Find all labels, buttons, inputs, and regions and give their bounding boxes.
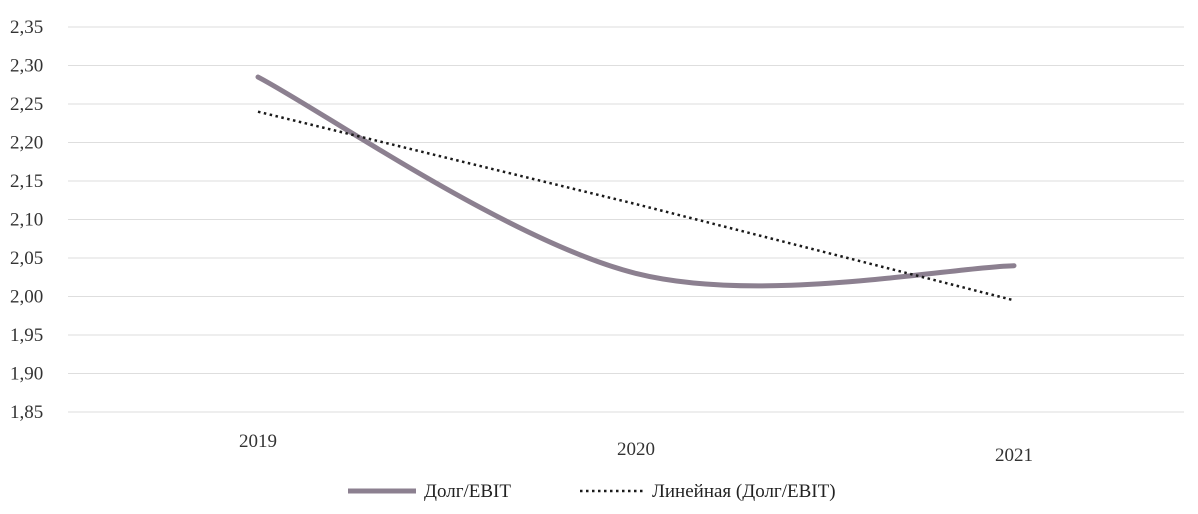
y-tick-label: 1,85 bbox=[10, 402, 43, 423]
x-tick-label: 2019 bbox=[239, 431, 277, 452]
y-tick-label: 2,20 bbox=[10, 133, 43, 154]
y-tick-label: 1,95 bbox=[10, 325, 43, 346]
x-tick-label: 2020 bbox=[617, 439, 655, 460]
y-tick-label: 2,10 bbox=[10, 210, 43, 231]
series-line-linear-trend bbox=[257, 110, 1015, 302]
x-tick-label: 2021 bbox=[995, 445, 1033, 466]
legend: Долг/EBIT Линейная (Долг/EBIT) bbox=[348, 481, 836, 502]
legend-label: Долг/EBIT bbox=[424, 481, 511, 502]
y-tick-label: 2,05 bbox=[10, 248, 43, 269]
series-line-debt-ebit bbox=[255, 74, 1017, 289]
y-tick-label: 2,15 bbox=[10, 171, 43, 192]
y-tick-label: 2,25 bbox=[10, 94, 43, 115]
legend-label: Линейная (Долг/EBIT) bbox=[652, 481, 836, 502]
y-tick-label: 2,35 bbox=[10, 17, 43, 38]
y-tick-label: 2,00 bbox=[10, 287, 43, 308]
y-tick-label: 2,30 bbox=[10, 56, 43, 77]
y-tick-label: 1,90 bbox=[10, 364, 43, 385]
